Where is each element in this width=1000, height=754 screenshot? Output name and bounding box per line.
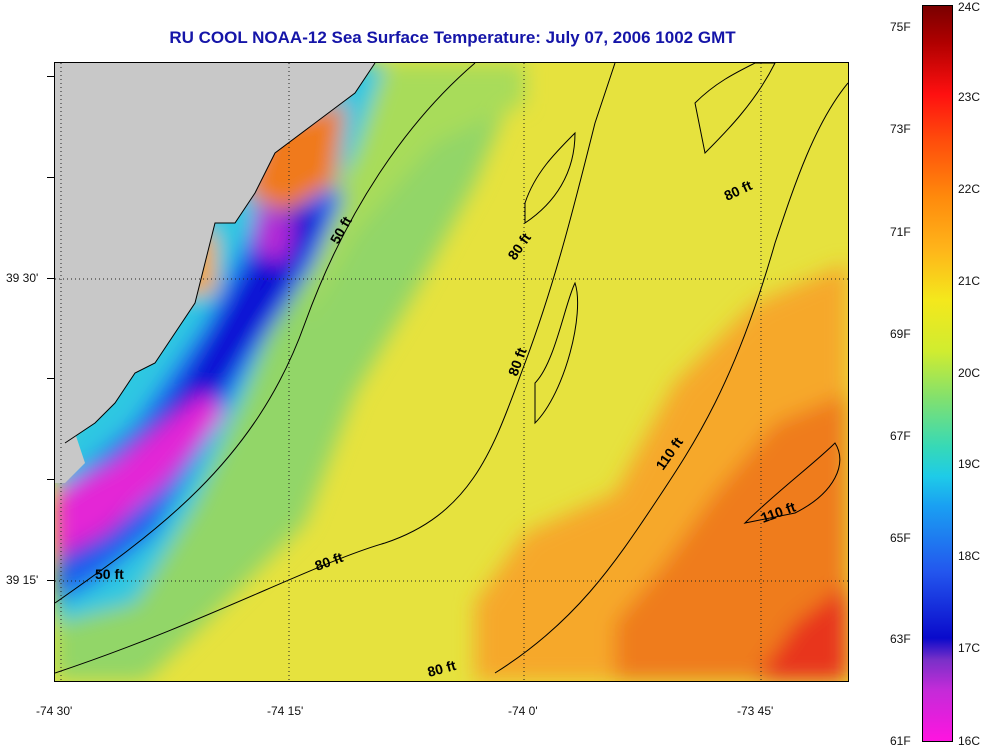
colorbar-f-label: 71F xyxy=(890,225,911,239)
colorbar-c-label: 19C xyxy=(958,457,981,471)
colorbar-c-label: 23C xyxy=(958,90,981,104)
longitude-label: -74 30' xyxy=(36,704,73,718)
axis-tick xyxy=(47,580,54,581)
colorbar-c-label: 21C xyxy=(958,274,981,288)
colorbar-c-label: 22C xyxy=(958,182,981,196)
contour-label: 50 ft xyxy=(95,566,124,582)
colorbar-c-label: 17C xyxy=(958,641,981,655)
colorbar-c-label: 24C xyxy=(958,0,981,14)
sst-map: 50 ft 50 ft 80 ft 80 ft 80 ft 80 ft 80 f… xyxy=(54,62,849,682)
colorbar-f-label: 73F xyxy=(890,122,911,136)
colorbar-c-label: 20C xyxy=(958,366,981,380)
longitude-label: -74 15' xyxy=(267,704,304,718)
axis-tick xyxy=(47,76,54,77)
latitude-label: 39 15' xyxy=(6,573,39,587)
colorbar-c-label: 18C xyxy=(958,549,981,563)
colorbar-f-label: 63F xyxy=(890,632,911,646)
colorbar-c-label: 16C xyxy=(958,734,981,748)
latitude-label: 39 30' xyxy=(6,271,39,285)
colorbar-f-label: 65F xyxy=(890,531,911,545)
temperature-colorbar xyxy=(922,5,953,742)
chart-title: RU COOL NOAA-12 Sea Surface Temperature:… xyxy=(169,28,736,47)
land-area-2 xyxy=(55,433,85,483)
contour-label: 80 ft xyxy=(426,657,458,680)
axis-tick xyxy=(47,479,54,480)
colorbar-f-label: 67F xyxy=(890,429,911,443)
sst-map-image: 50 ft 50 ft 80 ft 80 ft 80 ft 80 ft 80 f… xyxy=(55,63,848,681)
axis-tick xyxy=(47,177,54,178)
axis-tick xyxy=(47,278,54,279)
colorbar-f-label: 69F xyxy=(890,327,911,341)
colorbar-f-label: 75F xyxy=(890,20,911,34)
longitude-label: -73 45' xyxy=(737,704,774,718)
land-area xyxy=(55,63,375,443)
longitude-label: -74 0' xyxy=(508,704,538,718)
colorbar-f-label: 61F xyxy=(890,734,911,748)
axis-tick xyxy=(47,378,54,379)
